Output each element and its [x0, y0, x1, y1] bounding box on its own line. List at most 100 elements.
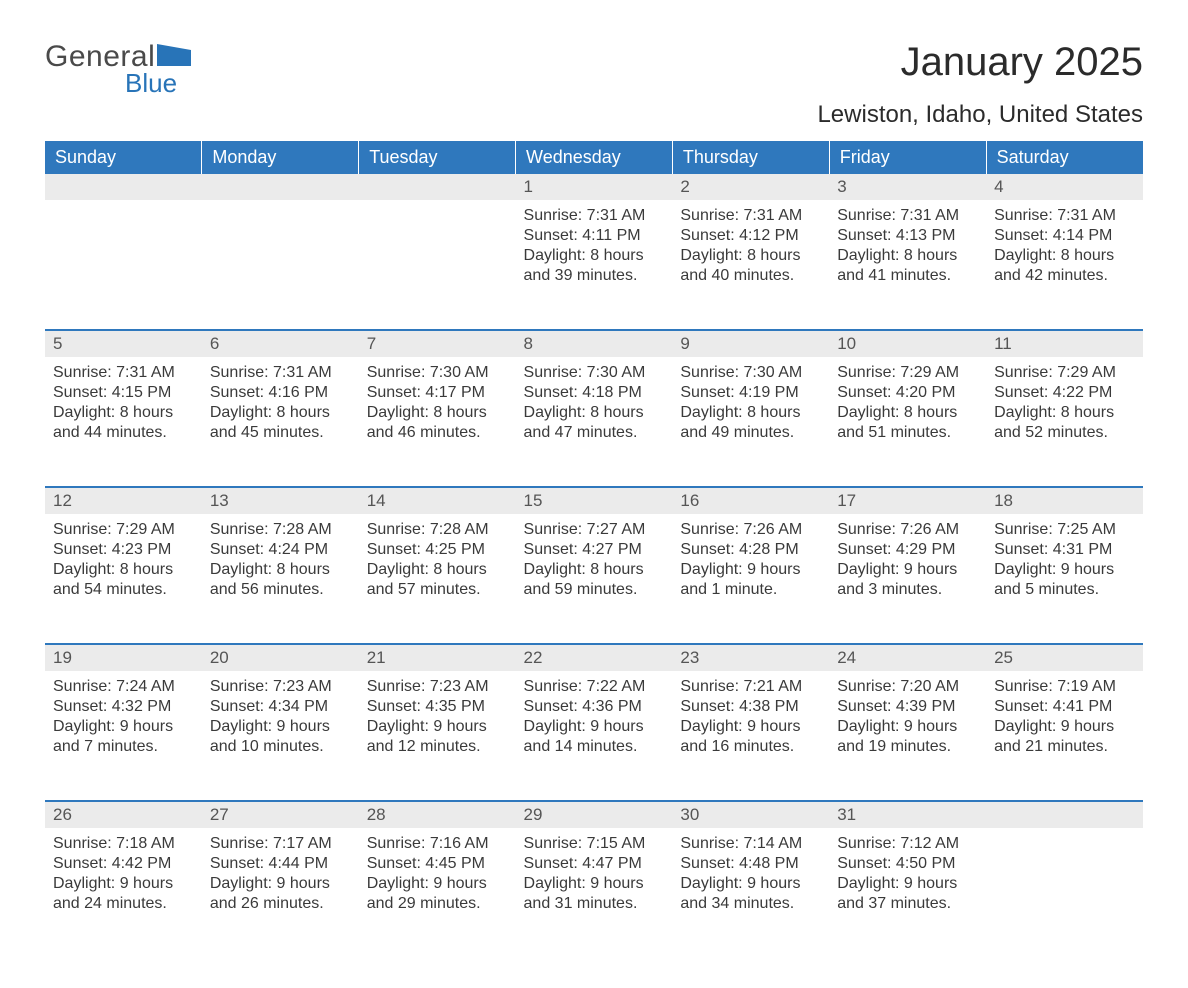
sunrise-text: Sunrise: 7:29 AM	[53, 520, 194, 540]
day-cell-body: Sunrise: 7:28 AMSunset: 4:24 PMDaylight:…	[202, 514, 359, 602]
sunset-text: Sunset: 4:29 PM	[837, 540, 978, 560]
day-cell-body: Sunrise: 7:31 AMSunset: 4:13 PMDaylight:…	[829, 200, 986, 288]
daylight2-text: and 1 minute.	[680, 580, 821, 600]
daylight2-text: and 51 minutes.	[837, 423, 978, 443]
day-number-cell: 23	[672, 644, 829, 671]
day-cell: Sunrise: 7:20 AMSunset: 4:39 PMDaylight:…	[829, 671, 986, 801]
day-number-cell: 24	[829, 644, 986, 671]
sunrise-text: Sunrise: 7:27 AM	[524, 520, 665, 540]
day-number-cell: 25	[986, 644, 1143, 671]
page-header: General Blue January 2025 Lewiston, Idah…	[45, 40, 1143, 129]
day-cell: Sunrise: 7:31 AMSunset: 4:13 PMDaylight:…	[829, 200, 986, 330]
day-cell: Sunrise: 7:31 AMSunset: 4:15 PMDaylight:…	[45, 357, 202, 487]
day-number-cell: 29	[516, 801, 673, 828]
sunset-text: Sunset: 4:41 PM	[994, 697, 1135, 717]
daylight2-text: and 46 minutes.	[367, 423, 508, 443]
daylight1-text: Daylight: 9 hours	[210, 874, 351, 894]
sunrise-text: Sunrise: 7:16 AM	[367, 834, 508, 854]
daylight1-text: Daylight: 8 hours	[210, 403, 351, 423]
daylight2-text: and 12 minutes.	[367, 737, 508, 757]
sunset-text: Sunset: 4:35 PM	[367, 697, 508, 717]
day-cell: Sunrise: 7:18 AMSunset: 4:42 PMDaylight:…	[45, 828, 202, 958]
day-number-cell: 15	[516, 487, 673, 514]
daylight1-text: Daylight: 8 hours	[367, 560, 508, 580]
sunrise-text: Sunrise: 7:29 AM	[994, 363, 1135, 383]
weekday-header: Monday	[202, 141, 359, 174]
daylight1-text: Daylight: 9 hours	[367, 874, 508, 894]
day-number-cell: 6	[202, 330, 359, 357]
sunset-text: Sunset: 4:14 PM	[994, 226, 1135, 246]
weekday-header: Wednesday	[516, 141, 673, 174]
day-cell: Sunrise: 7:29 AMSunset: 4:20 PMDaylight:…	[829, 357, 986, 487]
sunset-text: Sunset: 4:42 PM	[53, 854, 194, 874]
day-cell: Sunrise: 7:26 AMSunset: 4:29 PMDaylight:…	[829, 514, 986, 644]
sunrise-text: Sunrise: 7:26 AM	[837, 520, 978, 540]
day-cell	[202, 200, 359, 330]
daylight2-text: and 31 minutes.	[524, 894, 665, 914]
sunrise-text: Sunrise: 7:31 AM	[53, 363, 194, 383]
daylight1-text: Daylight: 8 hours	[524, 403, 665, 423]
day-number-cell: 30	[672, 801, 829, 828]
daynum-row: 19202122232425	[45, 644, 1143, 671]
daylight2-text: and 14 minutes.	[524, 737, 665, 757]
daylight2-text: and 57 minutes.	[367, 580, 508, 600]
day-number-cell	[45, 174, 202, 200]
sunrise-text: Sunrise: 7:28 AM	[210, 520, 351, 540]
sunset-text: Sunset: 4:22 PM	[994, 383, 1135, 403]
day-number-cell: 8	[516, 330, 673, 357]
sunset-text: Sunset: 4:18 PM	[524, 383, 665, 403]
sunset-text: Sunset: 4:23 PM	[53, 540, 194, 560]
day-cell: Sunrise: 7:28 AMSunset: 4:25 PMDaylight:…	[359, 514, 516, 644]
daylight1-text: Daylight: 9 hours	[994, 717, 1135, 737]
sunrise-text: Sunrise: 7:15 AM	[524, 834, 665, 854]
day-number-cell: 22	[516, 644, 673, 671]
daylight1-text: Daylight: 9 hours	[680, 717, 821, 737]
day-cell: Sunrise: 7:23 AMSunset: 4:34 PMDaylight:…	[202, 671, 359, 801]
day-cell: Sunrise: 7:30 AMSunset: 4:18 PMDaylight:…	[516, 357, 673, 487]
sunset-text: Sunset: 4:15 PM	[53, 383, 194, 403]
day-cell: Sunrise: 7:24 AMSunset: 4:32 PMDaylight:…	[45, 671, 202, 801]
day-number-cell: 26	[45, 801, 202, 828]
calendar-table: Sunday Monday Tuesday Wednesday Thursday…	[45, 141, 1143, 958]
day-cell-body: Sunrise: 7:31 AMSunset: 4:12 PMDaylight:…	[672, 200, 829, 288]
daylight1-text: Daylight: 9 hours	[994, 560, 1135, 580]
daylight1-text: Daylight: 8 hours	[994, 246, 1135, 266]
day-number-cell: 17	[829, 487, 986, 514]
day-cell: Sunrise: 7:29 AMSunset: 4:23 PMDaylight:…	[45, 514, 202, 644]
sunset-text: Sunset: 4:13 PM	[837, 226, 978, 246]
sunrise-text: Sunrise: 7:21 AM	[680, 677, 821, 697]
title-block: January 2025 Lewiston, Idaho, United Sta…	[817, 40, 1143, 129]
day-number-cell: 18	[986, 487, 1143, 514]
daylight1-text: Daylight: 9 hours	[524, 874, 665, 894]
day-number-cell: 9	[672, 330, 829, 357]
day-cell-body: Sunrise: 7:22 AMSunset: 4:36 PMDaylight:…	[516, 671, 673, 759]
sunrise-text: Sunrise: 7:30 AM	[524, 363, 665, 383]
brand-logo: General Blue	[45, 40, 191, 99]
week-body-row: Sunrise: 7:24 AMSunset: 4:32 PMDaylight:…	[45, 671, 1143, 801]
day-cell: Sunrise: 7:14 AMSunset: 4:48 PMDaylight:…	[672, 828, 829, 958]
day-cell: Sunrise: 7:28 AMSunset: 4:24 PMDaylight:…	[202, 514, 359, 644]
day-cell-body: Sunrise: 7:30 AMSunset: 4:17 PMDaylight:…	[359, 357, 516, 445]
sunset-text: Sunset: 4:31 PM	[994, 540, 1135, 560]
sunrise-text: Sunrise: 7:24 AM	[53, 677, 194, 697]
daylight2-text: and 47 minutes.	[524, 423, 665, 443]
daylight2-text: and 10 minutes.	[210, 737, 351, 757]
weekday-header: Friday	[829, 141, 986, 174]
sunrise-text: Sunrise: 7:31 AM	[837, 206, 978, 226]
daylight1-text: Daylight: 9 hours	[53, 874, 194, 894]
day-cell-body: Sunrise: 7:25 AMSunset: 4:31 PMDaylight:…	[986, 514, 1143, 602]
daylight1-text: Daylight: 9 hours	[210, 717, 351, 737]
daylight2-text: and 44 minutes.	[53, 423, 194, 443]
day-cell-body: Sunrise: 7:23 AMSunset: 4:34 PMDaylight:…	[202, 671, 359, 759]
daylight1-text: Daylight: 8 hours	[837, 403, 978, 423]
daylight1-text: Daylight: 8 hours	[524, 246, 665, 266]
sunset-text: Sunset: 4:50 PM	[837, 854, 978, 874]
sunrise-text: Sunrise: 7:31 AM	[210, 363, 351, 383]
day-cell: Sunrise: 7:30 AMSunset: 4:19 PMDaylight:…	[672, 357, 829, 487]
month-title: January 2025	[817, 40, 1143, 85]
day-number-cell: 19	[45, 644, 202, 671]
day-cell	[986, 828, 1143, 958]
day-cell: Sunrise: 7:26 AMSunset: 4:28 PMDaylight:…	[672, 514, 829, 644]
day-number-cell: 5	[45, 330, 202, 357]
location-text: Lewiston, Idaho, United States	[817, 101, 1143, 129]
